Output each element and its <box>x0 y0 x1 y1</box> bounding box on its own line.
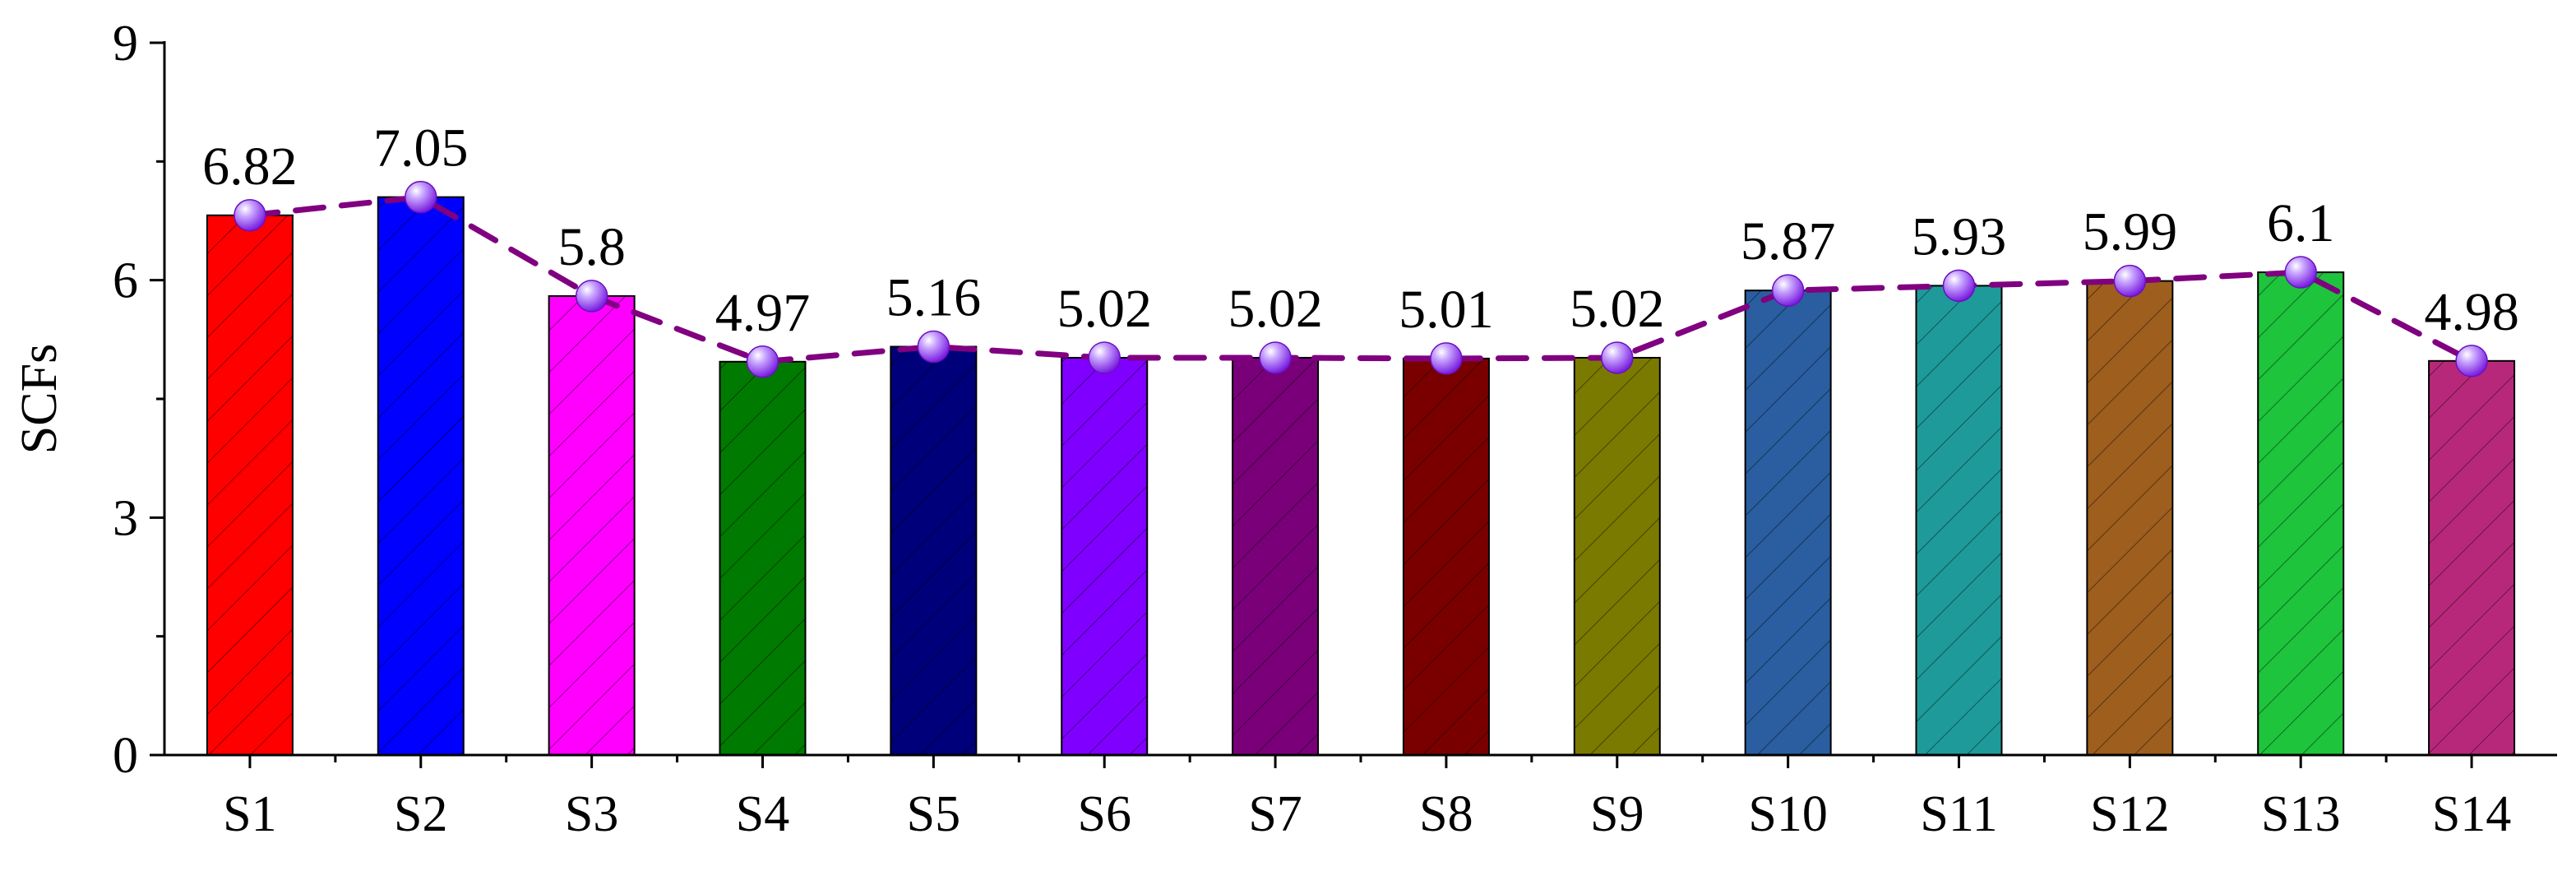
marker-s2 <box>405 180 437 214</box>
x-tick-label-s7: S7 <box>1248 786 1302 842</box>
x-tick-label-s3: S3 <box>565 786 618 842</box>
marker-s12 <box>2113 264 2147 298</box>
data-label-s13: 6.1 <box>2267 193 2335 253</box>
x-tick-label-s1: S1 <box>223 786 276 842</box>
bar-hatch-s12 <box>2087 280 2173 755</box>
x-tick-label-s11: S11 <box>1920 786 1997 842</box>
x-tick-label-s6: S6 <box>1077 786 1131 842</box>
x-tick-label-s9: S9 <box>1590 786 1644 842</box>
data-label-s1: 6.82 <box>202 137 298 197</box>
bar-hatch-s11 <box>1916 285 2002 755</box>
bar-hatch-s8 <box>1403 358 1489 755</box>
data-label-s5: 5.16 <box>886 267 982 327</box>
trend-line <box>234 180 2488 378</box>
x-tick-label-s2: S2 <box>394 786 447 842</box>
bar-hatch-s5 <box>890 346 977 755</box>
x-tick-label-s14: S14 <box>2432 786 2511 842</box>
bar-hatch-s3 <box>548 295 635 755</box>
marker-s10 <box>1771 274 1805 307</box>
marker-s1 <box>234 199 266 232</box>
marker-s13 <box>2284 256 2317 289</box>
bar-hatch-s4 <box>719 361 806 755</box>
y-tick-label-9: 9 <box>113 16 138 72</box>
y-tick-label-0: 0 <box>113 728 138 784</box>
bar-hatch-s9 <box>1574 357 1660 755</box>
bar-hatch-s1 <box>206 215 293 756</box>
marker-s9 <box>1601 341 1634 374</box>
marker-s11 <box>1942 269 1976 303</box>
bar-hatch-s10 <box>1745 290 1831 756</box>
bar-hatch-s14 <box>2429 360 2515 755</box>
y-tick-label-3: 3 <box>113 490 138 546</box>
x-tick-label-s13: S13 <box>2261 786 2340 842</box>
data-label-s11: 5.93 <box>1912 206 2007 266</box>
marker-s8 <box>1430 342 1463 375</box>
data-label-s10: 5.87 <box>1741 211 1836 271</box>
y-tick-label-6: 6 <box>113 253 138 309</box>
y-axis-title: SCFs <box>12 344 67 454</box>
data-label-s4: 4.97 <box>715 283 811 343</box>
marker-s14 <box>2455 345 2488 378</box>
marker-s7 <box>1259 341 1292 374</box>
bar-hatch-s7 <box>1233 357 1319 755</box>
x-tick-label-s5: S5 <box>907 786 960 842</box>
data-label-s12: 5.99 <box>2083 202 2178 262</box>
x-tick-label-s10: S10 <box>1748 786 1827 842</box>
labels: 6.82 7.05 5.8 4.97 5.16 5.02 5.02 5.01 5.02 5.87 5… <box>202 118 2519 343</box>
bar-hatch-s6 <box>1061 357 1148 755</box>
data-label-s14: 4.98 <box>2424 282 2519 342</box>
trend-line-path <box>247 194 2475 365</box>
data-label-s3: 5.8 <box>557 217 626 277</box>
data-label-s8: 5.01 <box>1399 280 1494 340</box>
data-label-s6: 5.02 <box>1057 279 1152 339</box>
data-label-s9: 5.02 <box>1570 279 1665 339</box>
marker-s4 <box>746 345 779 378</box>
bar-hatch-s2 <box>377 197 464 756</box>
marker-s5 <box>917 330 950 364</box>
axes: 0 3 6 9 S1 S2 S3 S4 S5 S6 S7 S8 S9 S10 S11 S12 S13 S14 SCF… <box>12 16 2557 842</box>
data-label-s2: 7.05 <box>373 118 469 178</box>
bars <box>206 196 2516 757</box>
x-tick-label-s4: S4 <box>736 786 789 842</box>
bar-hatch-s13 <box>2258 272 2344 755</box>
data-label-s7: 5.02 <box>1228 279 1323 339</box>
x-tick-label-s8: S8 <box>1419 786 1473 842</box>
marker-s3 <box>575 280 608 313</box>
x-tick-label-s12: S12 <box>2090 786 2169 842</box>
marker-s6 <box>1088 341 1121 374</box>
